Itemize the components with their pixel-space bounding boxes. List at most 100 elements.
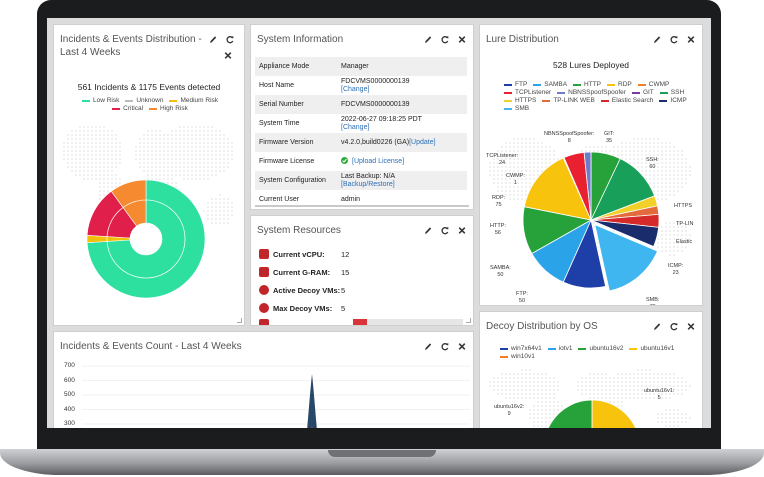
- map-dot: [497, 178, 499, 180]
- map-dot: [525, 369, 527, 371]
- map-dot: [549, 377, 551, 379]
- map-dot: [533, 425, 535, 427]
- map-dot: [533, 166, 535, 168]
- map-dot: [493, 174, 495, 176]
- map-dot: [493, 154, 495, 156]
- refresh-icon[interactable]: [670, 35, 678, 44]
- map-dot: [207, 202, 209, 204]
- close-icon[interactable]: [458, 342, 466, 351]
- info-link[interactable]: [Backup/Restore]: [341, 180, 395, 188]
- scrollbar[interactable]: [255, 205, 469, 207]
- map-dot: [159, 134, 161, 136]
- map-dot: [541, 170, 543, 172]
- map-dot: [513, 162, 515, 164]
- map-dot: [681, 170, 683, 172]
- map-dot: [665, 222, 667, 224]
- map-dot: [545, 166, 547, 168]
- map-dot: [219, 154, 221, 156]
- legend-swatch: [659, 100, 668, 102]
- map-dot: [617, 146, 619, 148]
- close-icon[interactable]: [687, 35, 695, 44]
- map-dot: [525, 170, 527, 172]
- map-dot: [629, 377, 631, 379]
- edit-icon[interactable]: [424, 342, 432, 351]
- close-icon[interactable]: [458, 226, 466, 235]
- map-dot: [513, 198, 515, 200]
- refresh-icon[interactable]: [441, 35, 449, 44]
- map-dot: [111, 142, 113, 144]
- edit-icon[interactable]: [424, 226, 432, 235]
- resize-handle[interactable]: [237, 318, 242, 323]
- map-dot: [191, 146, 193, 148]
- map-dot: [505, 373, 507, 375]
- map-dot: [111, 138, 113, 140]
- legend-item: ICMP: [659, 97, 687, 105]
- map-dot: [625, 389, 627, 391]
- slice-label-value: 9: [507, 410, 511, 417]
- slice-label-name: SSH:: [646, 157, 659, 163]
- map-dot: [677, 246, 679, 248]
- edit-icon[interactable]: [424, 35, 432, 44]
- map-dot: [673, 385, 675, 387]
- map-dot: [231, 146, 233, 148]
- map-dot: [657, 146, 659, 148]
- refresh-icon[interactable]: [441, 226, 449, 235]
- map-dot: [645, 377, 647, 379]
- map-dot: [665, 421, 667, 423]
- map-dot: [661, 182, 663, 184]
- map-dot: [593, 393, 595, 395]
- map-dot: [167, 162, 169, 164]
- map-dot: [537, 142, 539, 144]
- map-dot: [621, 397, 623, 399]
- map-dot: [151, 226, 153, 228]
- map-dot: [163, 134, 165, 136]
- map-dot: [71, 134, 73, 136]
- map-dot: [601, 373, 603, 375]
- map-dot: [155, 138, 157, 140]
- map-dot: [657, 158, 659, 160]
- close-icon[interactable]: [224, 51, 232, 60]
- edit-icon[interactable]: [653, 35, 661, 44]
- map-dot: [227, 162, 229, 164]
- map-dot: [207, 210, 209, 212]
- map-dot: [163, 162, 165, 164]
- info-link[interactable]: [Update]: [409, 138, 436, 146]
- map-dot: [541, 146, 543, 148]
- edit-icon[interactable]: [209, 35, 217, 44]
- map-dot: [509, 373, 511, 375]
- map-dot: [171, 174, 173, 176]
- map-dot: [159, 146, 161, 148]
- info-key: System Time: [259, 119, 300, 127]
- map-dot: [155, 166, 157, 168]
- close-icon[interactable]: [458, 35, 466, 44]
- map-dot: [227, 150, 229, 152]
- map-dot: [649, 373, 651, 375]
- edit-icon[interactable]: [653, 322, 661, 331]
- map-dot: [63, 150, 65, 152]
- refresh-icon[interactable]: [226, 35, 234, 44]
- map-dot: [203, 142, 205, 144]
- map-dot: [513, 170, 515, 172]
- map-dot: [107, 178, 109, 180]
- map-dot: [227, 210, 229, 212]
- map-dot: [215, 150, 217, 152]
- map-dot: [661, 154, 663, 156]
- map-dot: [529, 178, 531, 180]
- resize-handle[interactable]: [466, 318, 471, 323]
- map-dot: [87, 126, 89, 128]
- map-dot: [677, 385, 679, 387]
- info-value-text: admin: [341, 195, 361, 203]
- refresh-icon[interactable]: [670, 322, 678, 331]
- map-dot: [685, 230, 687, 232]
- info-link[interactable]: [Change]: [341, 85, 370, 93]
- refresh-icon[interactable]: [441, 342, 449, 351]
- map-dot: [685, 246, 687, 248]
- map-dot: [521, 142, 523, 144]
- map-dot: [673, 162, 675, 164]
- map-dot: [139, 158, 141, 160]
- close-icon[interactable]: [687, 322, 695, 331]
- info-link[interactable]: [Upload License]: [352, 158, 405, 165]
- map-dot: [187, 138, 189, 140]
- info-link[interactable]: [Change]: [341, 123, 370, 131]
- map-dot: [103, 150, 105, 152]
